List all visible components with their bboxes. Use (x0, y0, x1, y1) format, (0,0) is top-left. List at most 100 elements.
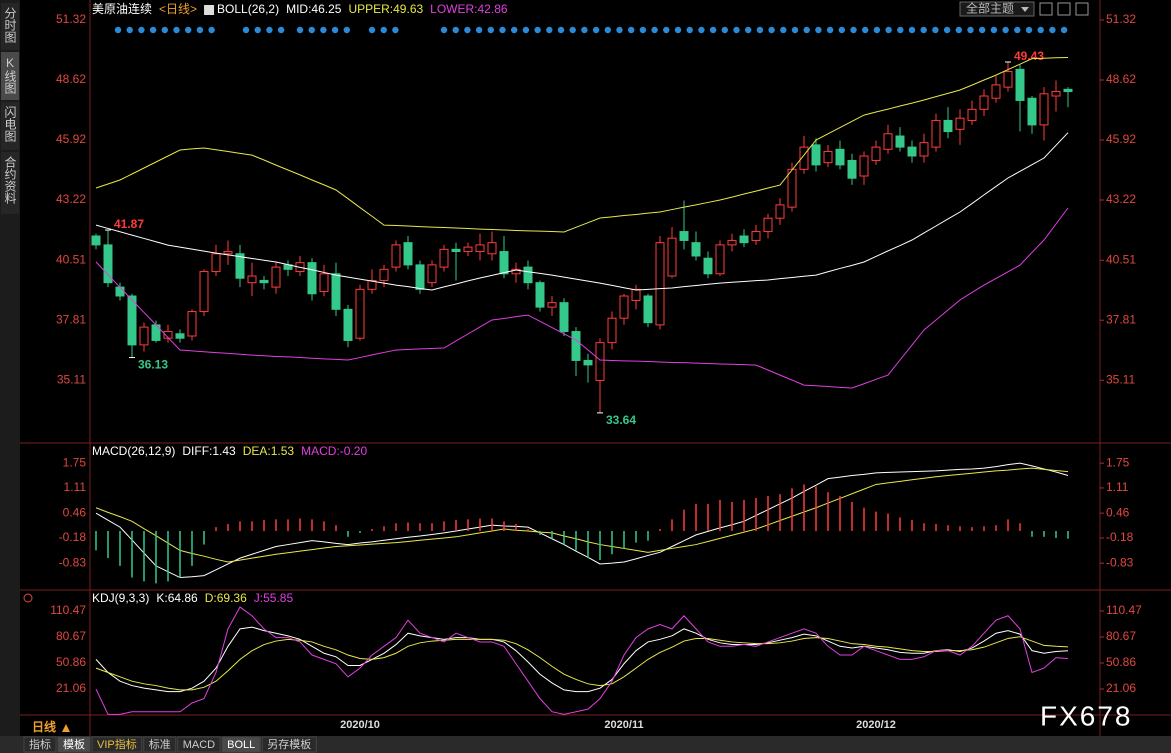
y-tick-label: -0.83 (1106, 555, 1134, 569)
y-tick-label: 0.46 (63, 505, 87, 519)
sidebar-tab-label[interactable]: K线图 (3, 56, 17, 94)
x-tick-label: 2020/11 (604, 719, 643, 731)
x-tick-label: 2020/10 (340, 719, 380, 731)
bottom-tab[interactable] (143, 736, 177, 753)
signal-dot (511, 26, 518, 34)
signal-dot (1037, 26, 1044, 34)
signal-dot (967, 26, 974, 34)
bottom-tab-label[interactable]: 另存模板 (267, 737, 311, 751)
bottom-tab[interactable] (177, 736, 221, 753)
theme-select[interactable] (959, 1, 1035, 17)
candle-body (199, 271, 209, 313)
signal-dot (885, 26, 892, 34)
candle-body (991, 84, 1001, 99)
signal-dot (897, 26, 904, 34)
y-tick-label: 21.06 (1106, 681, 1136, 695)
bottom-tab-label[interactable]: 模板 (63, 737, 85, 751)
sidebar-tab[interactable] (1, 3, 19, 50)
bottom-tab[interactable] (261, 736, 317, 753)
icon-button[interactable] (1075, 2, 1089, 16)
candle-body (787, 168, 797, 208)
bottom-tab[interactable] (91, 736, 143, 753)
signal-dot (592, 26, 600, 34)
signal-dot (392, 26, 399, 34)
sidebar-tab[interactable] (1, 52, 19, 100)
signal-dot (196, 26, 204, 34)
bottom-tab[interactable] (221, 736, 261, 753)
bottom-tab-label[interactable]: MACD (183, 739, 215, 751)
x-tick-label: 2020/12 (856, 719, 896, 731)
bottom-tab-label[interactable]: BOLL (227, 739, 255, 751)
candle-body (583, 359, 593, 366)
y-tick-label: 50.86 (56, 655, 86, 669)
signal-dot (721, 26, 728, 34)
sidebar-tab-label[interactable]: 合约资料 (3, 155, 17, 204)
candle-body (967, 108, 977, 121)
theme-select-label[interactable]: 全部主题 (966, 1, 1014, 16)
signal-dot (546, 26, 553, 34)
signal-dot (380, 26, 387, 34)
sidebar-tab-label[interactable]: 分时图 (3, 7, 17, 43)
signal-dot (651, 26, 658, 34)
candle-body (307, 262, 317, 295)
candle-body (703, 257, 713, 275)
signal-dot (850, 26, 857, 34)
signal-dot (534, 26, 541, 34)
signal-dot (943, 26, 951, 34)
y-tick-label: 37.81 (56, 312, 86, 326)
y-tick-label: 40.51 (56, 252, 86, 266)
signal-dot (126, 26, 133, 34)
bottom-tab-label[interactable]: 标准 (149, 737, 171, 751)
signal-dot (320, 26, 327, 34)
icon-button[interactable] (1057, 2, 1071, 16)
signal-dot (756, 26, 764, 34)
signal-dot (768, 26, 775, 34)
bottom-tab[interactable] (23, 736, 57, 753)
legend-entry: D:69.36 (205, 591, 247, 605)
sidebar-tab[interactable] (1, 102, 19, 150)
signal-dot (803, 26, 810, 34)
series-line (95, 467, 1069, 563)
candle-body (235, 253, 245, 279)
signal-dot (709, 26, 717, 34)
candle-body (391, 244, 401, 268)
candle-body (511, 268, 521, 275)
candle-body (691, 242, 701, 257)
sidebar-tab-label[interactable]: 闪电图 (3, 106, 17, 142)
candle-body (943, 119, 953, 133)
icon-button[interactable] (1039, 2, 1053, 16)
candle-body (799, 146, 809, 170)
signal-dot (440, 26, 448, 34)
candle-body (415, 264, 425, 290)
signal-dot (208, 26, 215, 34)
y-tick-label: 80.67 (56, 629, 86, 643)
y-tick-label: 51.32 (1106, 12, 1136, 26)
candle-body (319, 273, 329, 293)
candle-body (451, 248, 461, 253)
y-tick-label: 35.11 (57, 372, 86, 386)
y-tick-label: 45.92 (1106, 132, 1136, 146)
bottom-tab[interactable] (57, 736, 91, 753)
candle-body (367, 279, 377, 290)
y-tick-label: 21.06 (56, 681, 86, 695)
y-tick-label: 1.75 (1106, 455, 1130, 469)
series-line (95, 462, 1069, 579)
signal-dot (932, 26, 939, 34)
signal-dot (522, 26, 530, 34)
signal-dot (452, 26, 459, 34)
y-tick-label: 43.22 (1106, 192, 1136, 206)
signal-dot (955, 26, 962, 34)
bottom-tab-label[interactable]: 指标 (29, 737, 51, 751)
signal-dot (569, 26, 576, 34)
candle-body (751, 231, 761, 241)
signal-dot (149, 26, 157, 34)
candle-body (955, 117, 965, 130)
y-tick-label: 50.86 (1106, 655, 1136, 669)
signal-dot (791, 26, 799, 34)
candle-body (187, 311, 197, 337)
y-tick-label: 0.46 (1106, 505, 1130, 519)
bottom-tab-label[interactable]: VIP指标 (97, 737, 137, 751)
period-arrow (62, 724, 70, 732)
y-tick-label: 45.92 (56, 132, 86, 146)
sidebar-tab[interactable] (1, 152, 19, 214)
